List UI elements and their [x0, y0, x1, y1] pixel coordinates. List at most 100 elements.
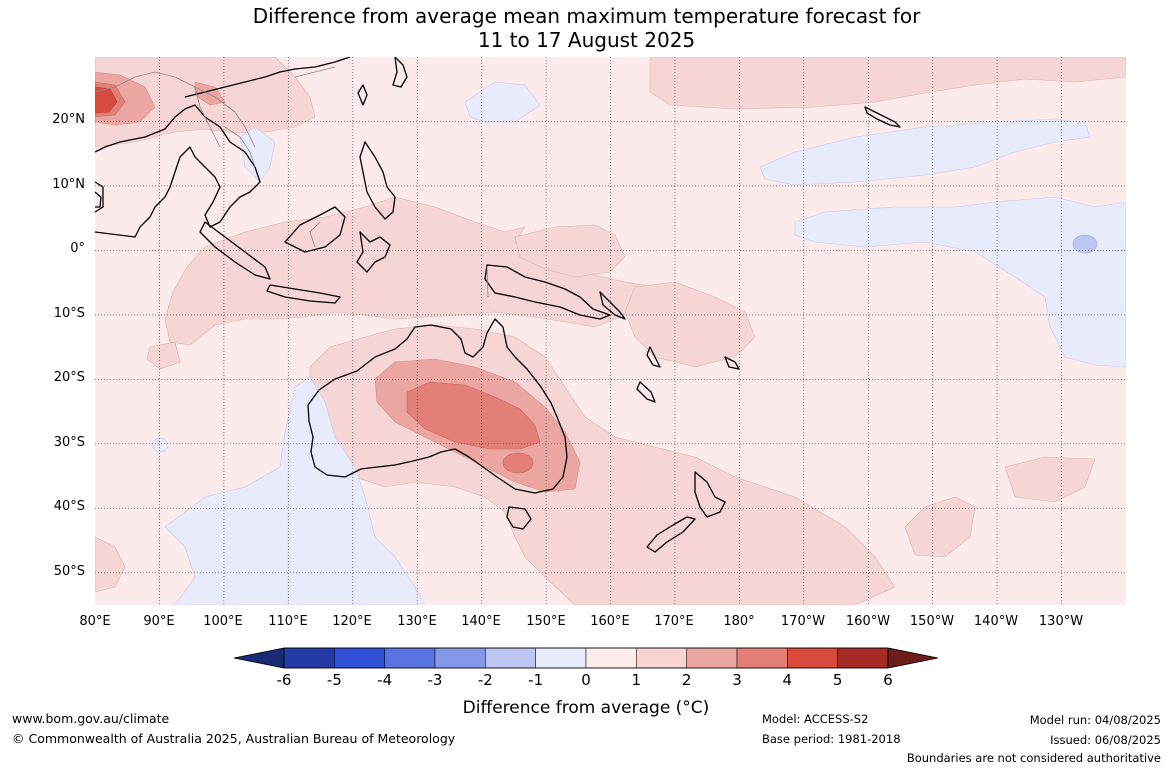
- issued-date: Issued: 06/08/2025: [1050, 733, 1161, 747]
- colorbar-tick-label: -3: [427, 671, 443, 689]
- anomaly-3-4-southeast-australia: [502, 452, 534, 474]
- colorbar-tick-label: -4: [377, 671, 393, 689]
- lon-label-80e: 80°E: [79, 614, 111, 629]
- colorbar-cell: [535, 647, 587, 669]
- lon-label-90e: 90°E: [143, 614, 175, 629]
- anomaly-1-2-new-guinea: [514, 224, 626, 278]
- lon-label-120e: 120°E: [332, 614, 372, 629]
- model-name: Model: ACCESS-S2: [762, 712, 869, 726]
- coastline-southeast-asia: [95, 104, 261, 238]
- lon-label-160e: 160°E: [590, 614, 630, 629]
- colorbar-cells: [283, 647, 889, 669]
- lon-label-170e: 170°E: [654, 614, 694, 629]
- coastline-philippines: [359, 141, 396, 220]
- colorbar-cell: [837, 647, 889, 669]
- lat-label-10n: 10°N: [52, 177, 85, 192]
- lat-label-10s: 10°S: [53, 306, 85, 321]
- anomaly-minus-1-0-indochina: [239, 126, 276, 183]
- colorbar-tick-label: 0: [581, 671, 591, 689]
- map-title-line-2: 11 to 17 August 2025: [477, 28, 696, 52]
- colorbar-cell: [787, 647, 838, 669]
- anomaly-1-2-southwest: [95, 536, 126, 593]
- colorbar-cell: [283, 647, 335, 669]
- map-canvas: [95, 57, 1126, 605]
- lon-label-140e: 140°E: [461, 614, 501, 629]
- colorbar-tick-label: 3: [732, 671, 742, 689]
- coastline-tasmania: [506, 506, 532, 530]
- coastline-japan: [392, 57, 408, 88]
- lat-label-40s: 40°S: [53, 499, 85, 514]
- coastlines: [95, 57, 901, 553]
- anomaly-1-2-northeast-pacific: [649, 57, 1126, 110]
- lon-label-110e: 110°E: [268, 614, 308, 629]
- country-borders: [95, 66, 489, 298]
- coastline-borneo: [284, 206, 346, 253]
- colorbar: [233, 647, 939, 669]
- lat-label-20s: 20°S: [53, 370, 85, 385]
- lon-label-100e: 100°E: [203, 614, 243, 629]
- coastline-new-caledonia: [636, 381, 656, 403]
- colorbar-cell: [334, 647, 385, 669]
- lon-label-130w: 130°W: [1038, 614, 1084, 629]
- colorbar-tick-label: 5: [832, 671, 843, 689]
- anomaly-minus-1-0-north-pacific-band: [759, 118, 1091, 186]
- map-title: Difference from average mean maximum tem…: [0, 4, 1173, 52]
- graticule: [95, 57, 1126, 605]
- coastline-fiji: [724, 356, 740, 370]
- anomaly-minus-1-0-central-pacific: [794, 196, 1126, 368]
- anomaly-minus-1-0-tasman-patch: [151, 437, 169, 453]
- coastline-new-zealand-north: [694, 471, 726, 518]
- coastline-new-zealand-south: [646, 516, 696, 553]
- colorbar-cell: [485, 647, 536, 669]
- anomaly-minus-2-1-pacific-patch: [1072, 234, 1098, 254]
- lon-label-140w: 140°W: [973, 614, 1019, 629]
- model-run-date: Model run: 04/08/2025: [1029, 713, 1161, 727]
- lon-label-180: 180°: [723, 614, 755, 629]
- anomaly-1-2-coral-sea: [624, 281, 756, 368]
- colorbar-tick-label: -6: [276, 671, 292, 689]
- forecast-map: [95, 57, 1126, 605]
- coastline-sulawesi: [356, 231, 391, 273]
- lon-label-170w: 170°W: [780, 614, 826, 629]
- website-link[interactable]: www.bom.gov.au/climate: [12, 711, 170, 726]
- base-period: Base period: 1981-2018: [762, 732, 901, 746]
- anomaly-minus-1-0-philippine-sea: [464, 81, 541, 123]
- coastline-vanuatu: [646, 346, 661, 368]
- colorbar-under-arrow: [233, 647, 285, 669]
- colorbar-tick-label: -2: [477, 671, 493, 689]
- lon-label-160w: 160°W: [845, 614, 891, 629]
- anomaly-3-4-central-australia: [406, 381, 541, 450]
- anomaly-1-2-east-pacific: [1004, 456, 1096, 503]
- lon-label-130e: 130°E: [397, 614, 437, 629]
- colorbar-cell: [736, 647, 788, 669]
- colorbar-cell: [636, 647, 687, 669]
- coastline-sumatra: [199, 221, 271, 280]
- colorbar-cell: [384, 647, 436, 669]
- colorbar-outline: [283, 647, 889, 669]
- colorbar-cell: [585, 647, 637, 669]
- colorbar-tick-label: -1: [528, 671, 544, 689]
- colorbar-cell: [434, 647, 486, 669]
- coastline-india-tip: [95, 181, 104, 213]
- coastline-solomon-islands: [599, 291, 626, 320]
- colorbar-tick-label: -5: [326, 671, 342, 689]
- coastline-java: [266, 284, 341, 304]
- coastline-china: [184, 57, 351, 98]
- colorbar-cell: [686, 647, 738, 669]
- coastline-sri-lanka: [95, 191, 102, 208]
- anomaly-1-2-south-pacific: [904, 496, 976, 558]
- colorbar-tick-label: 4: [782, 671, 793, 689]
- coastline-hawaii: [864, 106, 901, 128]
- copyright-text: © Commonwealth of Australia 2025, Austra…: [12, 731, 456, 746]
- colorbar-tick-label: 1: [631, 671, 642, 689]
- lat-label-50s: 50°S: [53, 564, 85, 579]
- lat-label-30s: 30°S: [53, 435, 85, 450]
- colorbar-over-arrow: [887, 647, 939, 669]
- lat-label-0: 0°: [70, 241, 85, 256]
- colorbar-tick-label: 2: [681, 671, 692, 689]
- lon-label-150w: 150°W: [909, 614, 955, 629]
- boundaries-disclaimer: Boundaries are not considered authoritat…: [906, 751, 1161, 765]
- anomaly-1-2-indian-ocean-patch: [146, 341, 181, 370]
- coastline-new-guinea: [484, 264, 611, 320]
- anomaly-minus-1-0-south-indian-ocean: [164, 376, 426, 605]
